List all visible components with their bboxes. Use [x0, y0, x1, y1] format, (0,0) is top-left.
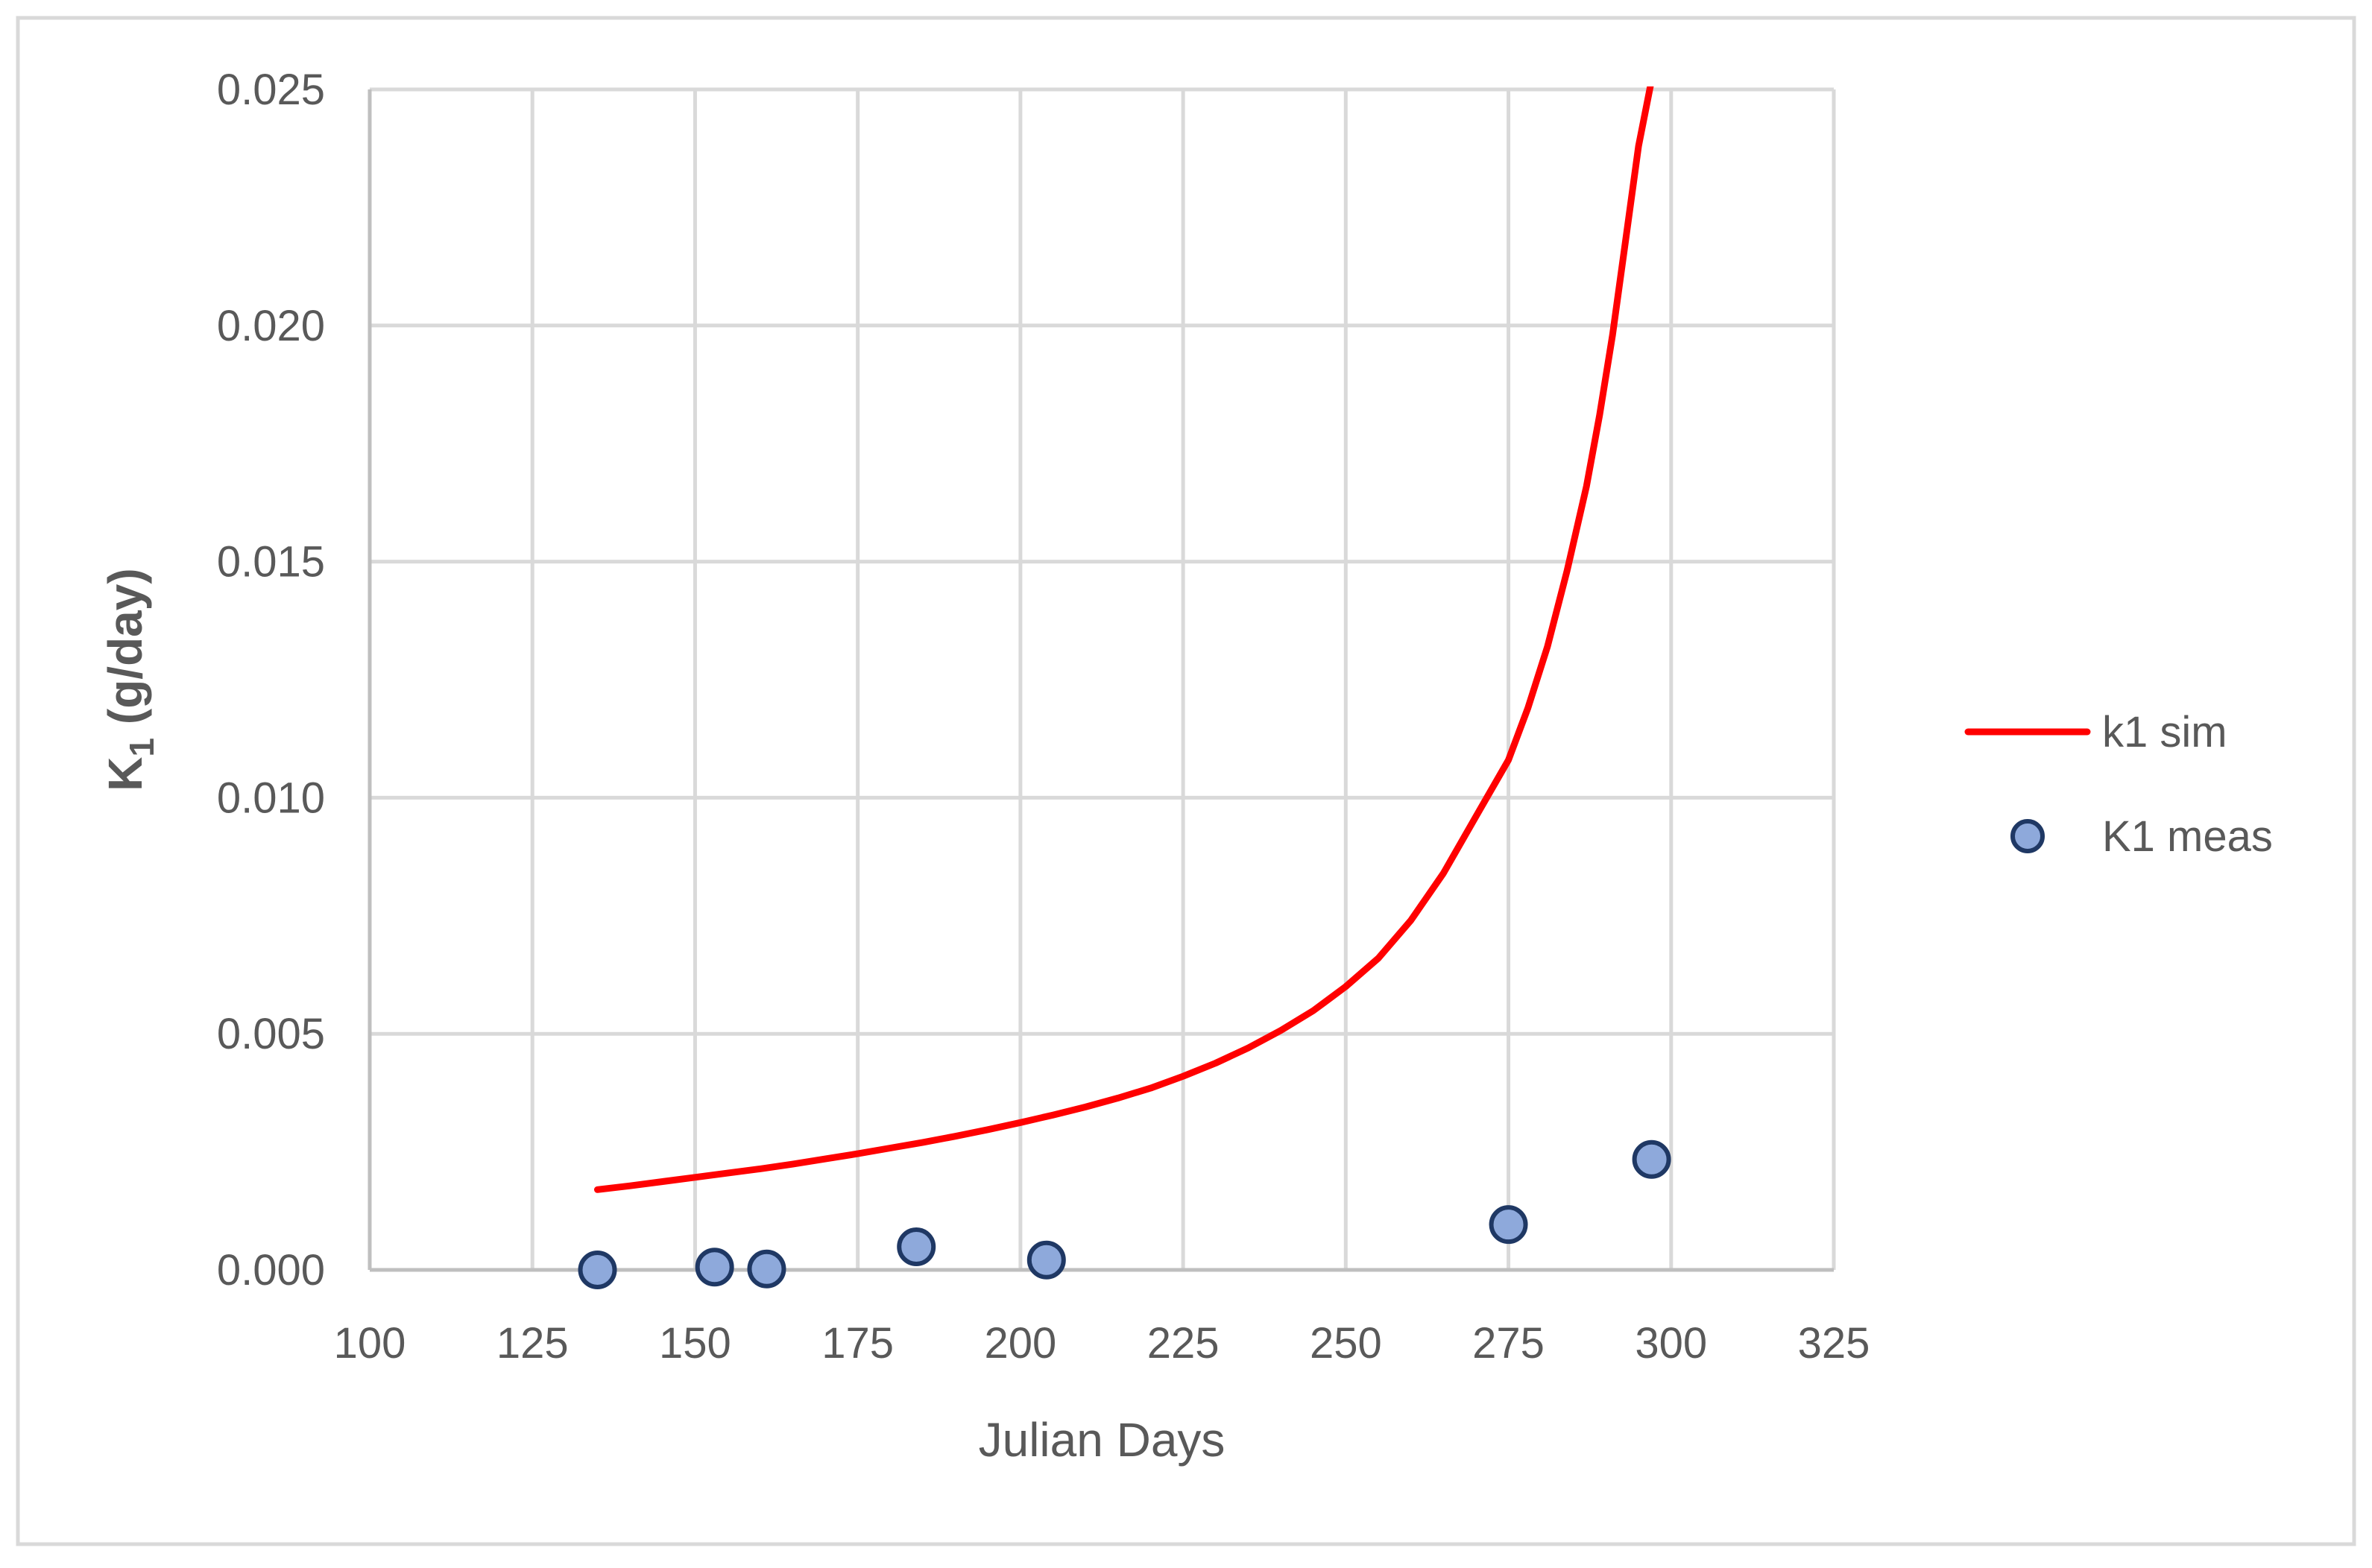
k1-sim-line	[594, 86, 1654, 1193]
y-tick-label: 0.005	[217, 1010, 325, 1058]
x-tick-label: 100	[334, 1319, 406, 1368]
k1-meas-point	[1026, 1240, 1066, 1280]
k1-meas-point	[1489, 1205, 1528, 1245]
k1-meas-point	[1632, 1139, 1671, 1179]
k1-meas-point	[897, 1227, 936, 1266]
y-tick-label: 0.015	[217, 538, 325, 587]
legend-marker-swatch	[2010, 819, 2045, 853]
k1-meas-point	[578, 1251, 617, 1289]
legend: k1 sim K1 meas	[1964, 708, 2273, 861]
y-axis-title: K1 (g/day)	[98, 568, 161, 791]
k1-meas-point	[695, 1248, 734, 1287]
x-tick-label: 175	[821, 1319, 894, 1368]
chart-border	[16, 16, 2356, 1546]
x-tick-label: 225	[1147, 1319, 1220, 1368]
x-tick-label: 125	[496, 1319, 569, 1368]
x-tick-label: 200	[984, 1319, 1056, 1368]
y-tick-label: 0.025	[217, 66, 325, 114]
x-tick-label: 250	[1310, 1319, 1382, 1368]
k1-meas-point	[747, 1249, 786, 1289]
y-axis-title-subscript: 1	[122, 738, 161, 757]
tick-labels: 100 125 150 175 200 225 250 275 300 325 0.000 0.005…	[217, 66, 1870, 1368]
y-tick-label: 0.000	[217, 1246, 325, 1294]
x-axis-title: Julian Days	[979, 1413, 1226, 1467]
y-axis-title-units: (g/day)	[98, 568, 152, 738]
plot-area	[578, 86, 1671, 1289]
y-axis-title-main: K	[98, 756, 152, 791]
legend-label-k1-sim: k1 sim	[2102, 708, 2227, 756]
x-tick-label: 150	[659, 1319, 731, 1368]
y-tick-label: 0.010	[217, 774, 325, 822]
x-tick-label: 325	[1798, 1319, 1870, 1368]
x-tick-label: 275	[1472, 1319, 1545, 1368]
legend-label-k1-meas: K1 meas	[2102, 812, 2273, 861]
x-tick-label: 300	[1635, 1319, 1707, 1368]
y-tick-label: 0.020	[217, 302, 325, 350]
